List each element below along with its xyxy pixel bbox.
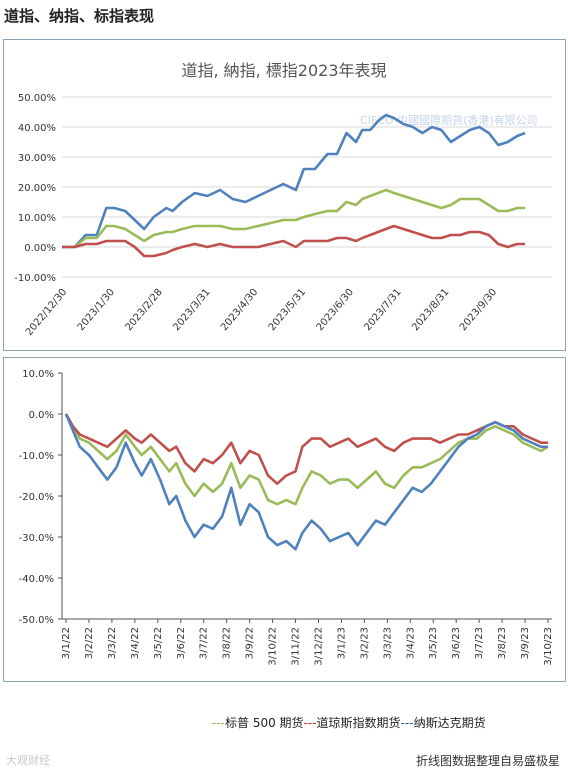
x-tick-label: 3/4/22 <box>130 627 141 659</box>
y-tick-label: -10.00% <box>14 273 56 284</box>
y-tick-label: 50.00% <box>18 93 56 104</box>
x-tick-label: 3/5/23 <box>428 627 439 659</box>
series-line-1 <box>64 413 548 485</box>
footer-source: 折线图数据整理自易盛极星 <box>415 754 560 768</box>
y-tick-label: 10.00% <box>18 213 56 224</box>
series-line-0 <box>62 113 526 249</box>
chart-legend: ---标普 500 期货 ---道琼斯指数期货 ---纳斯达克期货 <box>212 714 486 731</box>
x-tick-label: 3/12/22 <box>313 627 324 666</box>
x-tick-label: 2022/12/30 <box>24 287 69 338</box>
y-tick-label: 40.00% <box>18 123 56 134</box>
y-tick-label: 30.00% <box>18 153 56 164</box>
chart-panel-2023-performance: 道指, 納指, 標指2023年表現 -10.00% 0.00% 10.00% 20.00… <box>3 39 566 351</box>
x-tick-label: 3/2/22 <box>84 627 95 659</box>
legend-item-nasdaq: ---纳斯达克期货 <box>401 714 486 731</box>
chart-monthly-drawdown: -50.0% -40.0% -30.0% -20.0% -10.0% 0.0% 10.0% 3… <box>19 369 554 666</box>
chart-title: 道指, 納指, 標指2023年表現 <box>181 61 386 80</box>
series-line-0 <box>64 413 549 506</box>
series-line-2 <box>62 224 526 258</box>
x-tick-label: 3/9/22 <box>245 627 256 659</box>
chart-2023-performance: 道指, 納指, 標指2023年表現 -10.00% 0.00% 10.00% 20.00… <box>14 61 552 338</box>
x-tick-label: 3/1/22 <box>61 627 72 659</box>
y-tick-label: -20.0% <box>19 492 54 503</box>
y-tick-label: 0.00% <box>24 243 56 254</box>
x-tick-label: 3/10/22 <box>268 627 279 666</box>
y-tick-label: -10.0% <box>19 451 54 462</box>
x-tick-label: 3/6/23 <box>451 627 462 659</box>
x-tick-label: 3/2/23 <box>359 627 370 659</box>
x-tick-label: 3/10/23 <box>543 627 554 666</box>
footer-logo-text: 大观财经 <box>6 754 50 767</box>
legend-item-dow: ---道琼斯指数期货 <box>304 714 401 731</box>
x-tick-label: 3/8/23 <box>497 627 508 659</box>
x-tick-label: 2023/5/31 <box>267 287 308 333</box>
x-tick-label: 2023/9/30 <box>458 287 499 333</box>
y-tick-label: -40.0% <box>19 574 54 585</box>
y-tick-label: 20.00% <box>18 183 56 194</box>
x-tick-label: 2023/6/30 <box>315 287 356 333</box>
x-tick-label: 3/9/23 <box>520 627 531 659</box>
x-tick-label: 3/3/23 <box>382 627 393 659</box>
x-tick-label: 2023/8/31 <box>410 287 451 333</box>
legend-item-sp500: ---标普 500 期货 <box>212 714 304 731</box>
x-tick-label: 3/3/22 <box>107 627 118 659</box>
y-tick-label: -30.0% <box>19 533 54 544</box>
series-line-2 <box>64 413 548 551</box>
y-tick-label: -50.0% <box>19 615 54 626</box>
x-tick-label: 2023/4/30 <box>219 287 260 333</box>
x-tick-label: 2023/3/31 <box>171 287 212 333</box>
legend-swatch-dow: --- <box>303 716 317 730</box>
x-tick-label: 3/1/23 <box>336 627 347 659</box>
y-tick-label: 10.0% <box>22 369 54 380</box>
y-tick-label: 0.0% <box>29 410 54 421</box>
page-title: 道指、纳指、标指表现 <box>4 7 155 25</box>
x-tick-label: 2023/1/30 <box>76 287 117 333</box>
x-tick-label: 3/6/22 <box>176 627 187 659</box>
x-tick-label: 3/7/23 <box>474 627 485 659</box>
legend-label-nasdaq: 纳斯达克期货 <box>413 716 486 730</box>
series-line-1 <box>62 188 526 249</box>
x-tick-label: 3/8/22 <box>222 627 233 659</box>
x-tick-label: 3/7/22 <box>199 627 210 659</box>
chart-panel-monthly: -50.0% -40.0% -30.0% -20.0% -10.0% 0.0% 10.0% 3… <box>3 357 566 682</box>
x-tick-label: 2023/2/28 <box>123 287 164 333</box>
x-tick-label: 2023/7/31 <box>362 287 403 333</box>
x-tick-label: 3/11/22 <box>291 627 302 666</box>
legend-swatch-nasdaq: --- <box>400 716 414 730</box>
legend-swatch-sp500: --- <box>212 716 225 730</box>
x-tick-label: 3/5/22 <box>153 627 164 659</box>
legend-label-dow: 道琼斯指数期货 <box>316 716 401 730</box>
legend-label-sp500: 标普 500 期货 <box>225 716 304 730</box>
x-tick-label: 3/4/23 <box>405 627 416 659</box>
